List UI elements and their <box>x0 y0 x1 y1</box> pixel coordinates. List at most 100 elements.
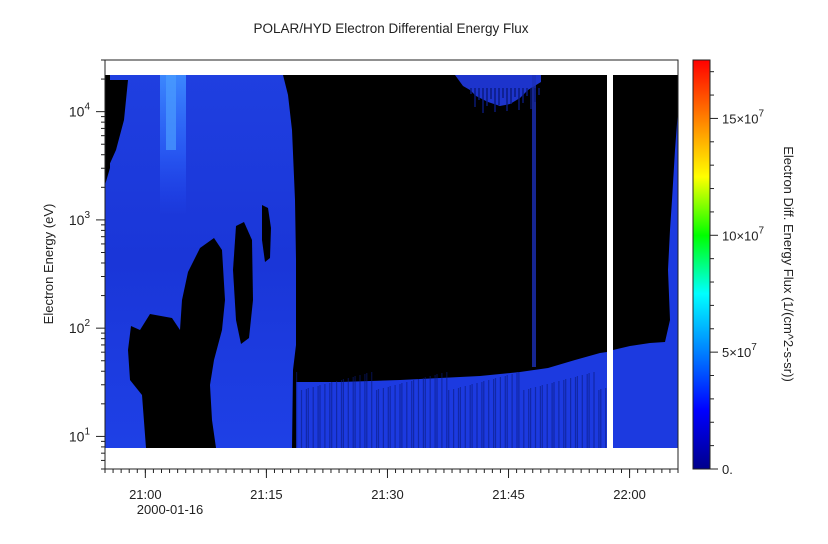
flux-striation <box>488 380 490 448</box>
flux-striation <box>530 88 532 109</box>
flux-striation <box>593 372 595 448</box>
flux-striation <box>399 384 401 448</box>
flux-striation <box>324 384 326 448</box>
flux-striation <box>389 386 391 448</box>
flux-striation <box>377 389 380 448</box>
flux-striation <box>382 388 384 448</box>
flux-striation <box>411 381 413 448</box>
flux-striation <box>518 372 520 448</box>
data-gap <box>607 75 613 448</box>
flux-striation <box>300 390 303 448</box>
flux-striation <box>528 389 530 448</box>
x-tick-label: 21:30 <box>371 487 404 502</box>
flux-striation <box>429 376 431 448</box>
colorbar-tick-label: 0. <box>722 462 733 477</box>
flux-striation <box>453 389 455 448</box>
flux-striations <box>296 88 607 448</box>
chart-title: POLAR/HYD Electron Differential Energy F… <box>253 21 528 36</box>
flux-striation <box>546 384 548 448</box>
flux-striation <box>481 382 483 448</box>
flux-striation <box>482 88 484 113</box>
flux-striation <box>563 380 565 448</box>
flux-striation <box>506 375 508 448</box>
flux-striation <box>598 390 600 448</box>
flux-striation <box>401 383 403 448</box>
flux-striation <box>534 88 536 102</box>
flux-striation <box>514 88 516 97</box>
flux-striation <box>600 389 602 448</box>
flux-striation <box>364 374 366 448</box>
flux-striation <box>483 381 485 448</box>
flux-striation <box>499 377 501 448</box>
flux-striation <box>441 373 443 448</box>
flux-striation <box>448 390 450 448</box>
x-axis: 21:00 21:15 21:30 21:45 22:00 <box>104 469 679 502</box>
flux-striation <box>581 375 583 448</box>
flux-striation <box>553 382 555 448</box>
flux-striation <box>422 378 424 448</box>
flux-striation <box>417 379 420 448</box>
flux-striation <box>371 372 373 448</box>
flux-striation <box>534 387 537 448</box>
colorbar-axis: 0. 5×107 10×107 15×107 <box>710 71 765 477</box>
flux-striation <box>464 386 466 448</box>
flux-striation <box>459 387 461 448</box>
colorbar-label: Electron Diff. Energy Flux (1/(cm^2-s-sr… <box>781 146 796 382</box>
flux-striation <box>523 390 525 448</box>
flux-striation <box>526 88 528 96</box>
flux-striation <box>516 373 518 448</box>
flux-striation <box>586 374 588 448</box>
flux-striation <box>342 379 344 448</box>
flux-striation <box>494 88 496 112</box>
flux-striation <box>296 372 298 448</box>
flux-striation <box>506 88 508 111</box>
flux-striation <box>530 388 532 448</box>
flux-striation <box>576 376 578 448</box>
flux-striation <box>476 383 478 448</box>
flux-striation <box>305 389 307 448</box>
flux-striation <box>336 381 338 448</box>
x-axis-date-label: 2000-01-16 <box>137 502 204 517</box>
flux-striation <box>424 377 426 448</box>
y-tick-label: 101 <box>69 426 91 444</box>
flux-striation <box>307 388 309 448</box>
flux-striation <box>498 88 500 105</box>
flux-striation <box>493 379 495 448</box>
flux-striation <box>331 382 333 448</box>
flux-region-late <box>613 110 678 448</box>
flux-striation <box>319 385 321 448</box>
y-axis: 101 102 103 104 <box>69 59 105 470</box>
flux-striation <box>502 88 504 98</box>
flux-void <box>233 222 253 344</box>
colorbar-tick-label: 5×107 <box>722 342 757 360</box>
flux-region-early <box>105 75 296 448</box>
colorbar <box>692 59 711 470</box>
flux-striation <box>446 372 448 448</box>
flux-striation <box>478 88 480 100</box>
flux-striation <box>551 383 553 448</box>
x-tick-label: 21:00 <box>129 487 162 502</box>
colorbar-tick-label: 10×107 <box>722 225 765 243</box>
flux-striation <box>469 385 471 448</box>
flux-striation <box>570 378 572 448</box>
flux-striation <box>394 385 396 448</box>
x-tick-label: 21:15 <box>250 487 283 502</box>
y-tick-label: 104 <box>69 102 91 120</box>
flux-striation <box>565 379 567 448</box>
flux-striation <box>538 88 540 95</box>
flux-striation <box>574 377 577 448</box>
x-tick-label: 22:00 <box>613 487 646 502</box>
flux-striation <box>494 378 497 448</box>
flux-striation <box>413 380 415 448</box>
x-tick-label: 21:45 <box>492 487 525 502</box>
flux-striation <box>510 88 512 104</box>
flux-striation <box>541 385 543 448</box>
flux-striation <box>470 88 472 94</box>
flux-striation <box>539 386 541 448</box>
flux-striation <box>347 378 349 448</box>
flux-striation <box>359 375 361 448</box>
flux-striation <box>474 88 476 107</box>
flux-striation <box>366 373 368 448</box>
flux-striation <box>317 386 319 448</box>
